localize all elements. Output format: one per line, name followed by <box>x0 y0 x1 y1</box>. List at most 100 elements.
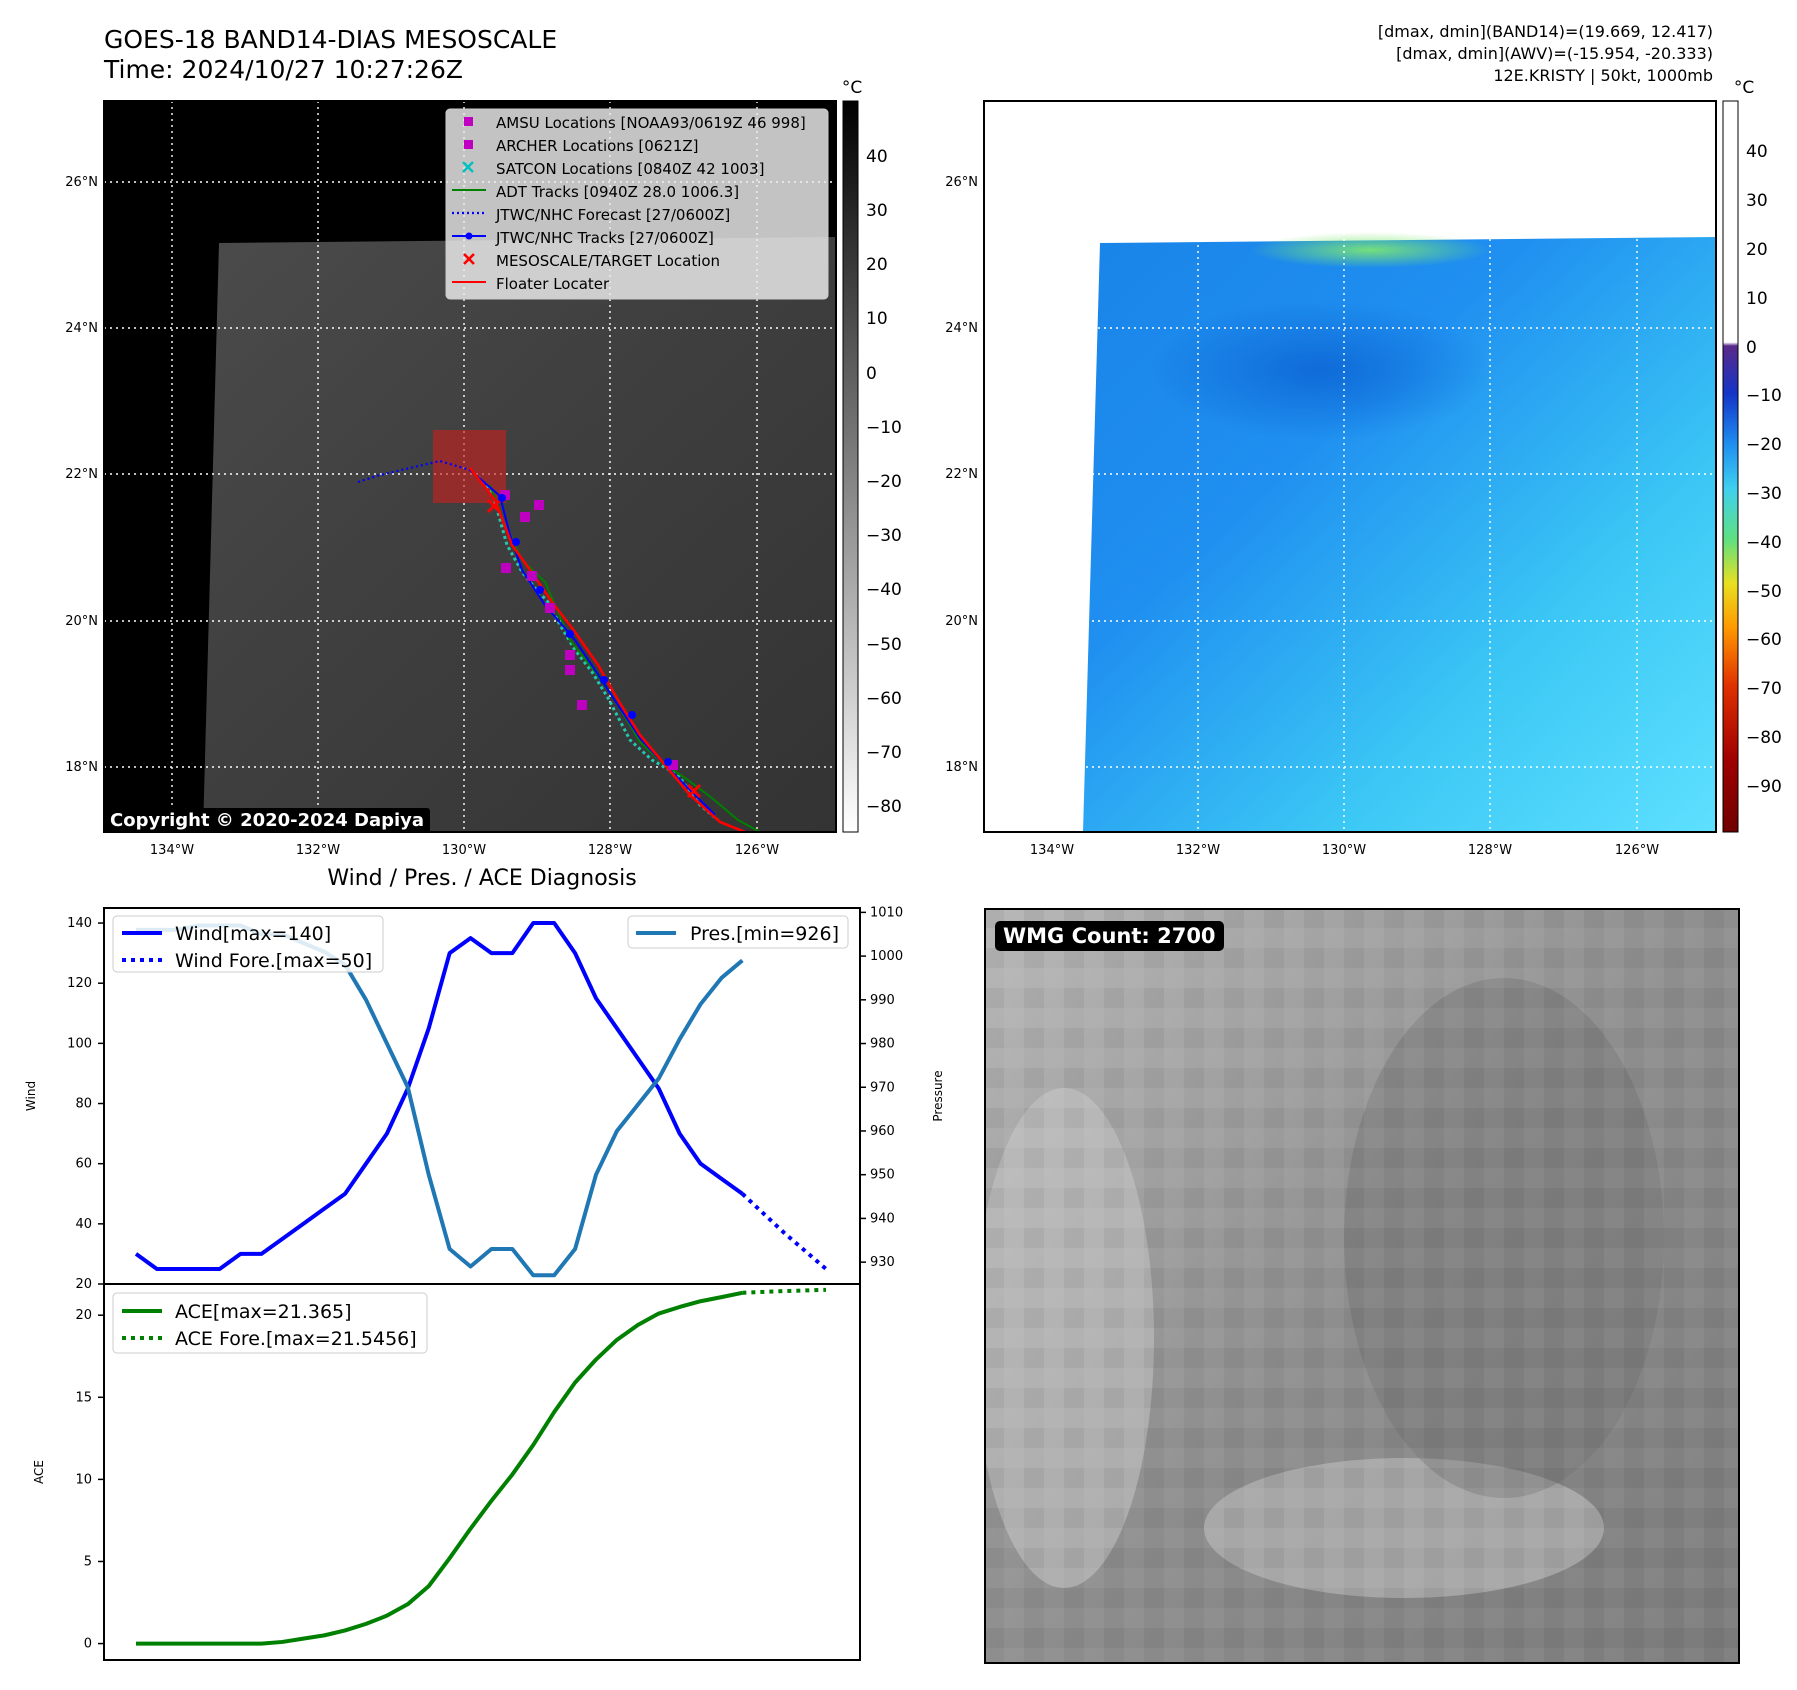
wind-ytick-label: 80 <box>75 1097 92 1112</box>
series-line-wind-fore- <box>740 1192 828 1271</box>
jtwc-track-dots <box>498 494 672 766</box>
series-line-ace <box>136 1290 743 1646</box>
wind-ytick-label: 40 <box>75 1217 92 1232</box>
svg-text:−10: −10 <box>866 418 902 438</box>
svg-text:40: 40 <box>1746 142 1768 162</box>
pressure-legend: Pres.[min=926] <box>627 915 849 949</box>
ace-axis-label: ACE <box>32 1460 46 1484</box>
series-line-wind <box>134 921 744 1271</box>
svg-text:132°W: 132°W <box>1176 843 1220 858</box>
ir-colorbar <box>842 100 859 833</box>
ir-lat-labels: 26°N 24°N 22°N 20°N 18°N <box>65 175 98 775</box>
wv-colorbar-ticks: 40 30 20 10 0 −10 −20 −30 −40 −50 −60 −7… <box>1746 142 1782 797</box>
svg-text:0: 0 <box>1746 338 1757 358</box>
svg-text:130°W: 130°W <box>442 843 486 858</box>
legend-tracks: JTWC/NHC Tracks [27/0600Z] <box>495 229 714 247</box>
ir-imagery <box>203 237 836 832</box>
pressure-axis-label: Pressure <box>931 1070 945 1121</box>
svg-text:134°W: 134°W <box>1030 843 1074 858</box>
svg-text:0: 0 <box>866 364 877 384</box>
svg-text:40: 40 <box>866 147 888 167</box>
wv-lon-labels: 134°W 132°W 130°W 128°W 126°W <box>1030 843 1659 858</box>
wv-gridlines <box>984 101 1716 832</box>
svg-text:20°N: 20°N <box>945 614 978 629</box>
legend-ace-fore: ACE Fore.[max=21.5456] <box>175 1328 417 1350</box>
ace-legend: ACE[max=21.365] ACE Fore.[max=21.5456] <box>112 1292 428 1354</box>
ace-ytick-label: 20 <box>75 1308 92 1323</box>
svg-text:−80: −80 <box>1746 728 1782 748</box>
storm-info: 12E.KRISTY | 50kt, 1000mb <box>1493 66 1713 85</box>
svg-text:30: 30 <box>866 201 888 221</box>
wmg-panel <box>984 908 1740 1664</box>
svg-text:−10: −10 <box>1746 386 1782 406</box>
ace-ytick-label: 5 <box>84 1554 92 1569</box>
pressure-ytick-label: 940 <box>870 1211 895 1226</box>
pressure-ytick-label: 930 <box>870 1255 895 1270</box>
legend-amsu: AMSU Locations [NOAA93/0619Z 46 998] <box>496 114 806 132</box>
legend-ace: ACE[max=21.365] <box>175 1301 352 1323</box>
wmg-count-badge: WMG Count: 2700 <box>995 921 1224 951</box>
svg-text:−60: −60 <box>1746 630 1782 650</box>
diagnosis-chart: 1401201008060402010101000990980970960950… <box>24 905 945 1661</box>
legend-adt: ADT Tracks [0940Z 28.0 1006.3] <box>496 183 739 201</box>
svg-text:22°N: 22°N <box>65 467 98 482</box>
svg-text:−20: −20 <box>1746 435 1782 455</box>
pressure-ytick-label: 950 <box>870 1168 895 1183</box>
svg-text:−50: −50 <box>1746 582 1782 602</box>
svg-text:−80: −80 <box>866 797 902 817</box>
wv-colorbar <box>1722 100 1739 833</box>
legend-archer: ARCHER Locations [0621Z] <box>496 137 699 155</box>
svg-text:24°N: 24°N <box>65 321 98 336</box>
pressure-ytick-label: 970 <box>870 1080 895 1095</box>
svg-text:30: 30 <box>1746 191 1768 211</box>
svg-text:130°W: 130°W <box>1322 843 1366 858</box>
wind-ytick-label: 140 <box>67 916 92 931</box>
amsu-archer-points <box>500 490 678 770</box>
dmax-band14: [dmax, dmin](BAND14)=(19.669, 12.417) <box>1377 22 1713 41</box>
pressure-ytick-label: 1010 <box>870 905 903 920</box>
wind-legend: Wind[max=140] Wind Fore.[max=50] <box>112 915 384 973</box>
dmax-awv: [dmax, dmin](AWV)=(-15.954, -20.333) <box>1396 44 1713 63</box>
svg-text:20: 20 <box>866 255 888 275</box>
svg-text:22°N: 22°N <box>945 467 978 482</box>
ir-lon-labels: 134°W 132°W 130°W 128°W 126°W <box>150 843 779 858</box>
svg-text:126°W: 126°W <box>735 843 779 858</box>
legend-pressure: Pres.[min=926] <box>690 923 839 945</box>
ace-ytick-label: 10 <box>75 1472 92 1487</box>
ace-ytick-label: 15 <box>75 1390 92 1405</box>
figure-time: Time: 2024/10/27 10:27:26Z <box>104 55 463 84</box>
legend-forecast: JTWC/NHC Forecast [27/0600Z] <box>495 206 730 224</box>
figure-title: GOES-18 BAND14-DIAS MESOSCALE <box>104 25 558 54</box>
wind-ytick-label: 60 <box>75 1157 92 1172</box>
svg-text:−50: −50 <box>866 635 902 655</box>
svg-text:10: 10 <box>1746 289 1768 309</box>
svg-text:10: 10 <box>866 309 888 329</box>
wv-colorbar-unit: °C <box>1734 78 1754 98</box>
svg-text:132°W: 132°W <box>296 843 340 858</box>
svg-text:128°W: 128°W <box>588 843 632 858</box>
svg-text:18°N: 18°N <box>945 760 978 775</box>
legend-wind-fore: Wind Fore.[max=50] <box>175 950 372 972</box>
svg-text:−40: −40 <box>1746 533 1782 553</box>
svg-text:−70: −70 <box>866 743 902 763</box>
svg-text:20: 20 <box>1746 240 1768 260</box>
diagnosis-title: Wind / Pres. / ACE Diagnosis <box>327 866 637 891</box>
svg-text:20°N: 20°N <box>65 614 98 629</box>
ace-ytick-label: 0 <box>84 1637 92 1652</box>
svg-text:−90: −90 <box>1746 777 1782 797</box>
jtwc-forecast-track <box>357 459 471 484</box>
ir-legend: AMSU Locations [NOAA93/0619Z 46 998] ARC… <box>445 108 829 300</box>
pressure-ytick-label: 980 <box>870 1037 895 1052</box>
svg-text:18°N: 18°N <box>65 760 98 775</box>
mesoscale-target-markers <box>486 498 702 799</box>
wv-lat-labels: 26°N 24°N 22°N 20°N 18°N <box>945 175 978 775</box>
svg-text:128°W: 128°W <box>1468 843 1512 858</box>
svg-text:−30: −30 <box>1746 484 1782 504</box>
svg-text:24°N: 24°N <box>945 321 978 336</box>
wind-ytick-label: 120 <box>67 976 92 991</box>
wind-ytick-label: 20 <box>75 1277 92 1292</box>
svg-text:−30: −30 <box>866 526 902 546</box>
pressure-ytick-label: 960 <box>870 1124 895 1139</box>
svg-text:134°W: 134°W <box>150 843 194 858</box>
wind-ytick-label: 100 <box>67 1036 92 1051</box>
